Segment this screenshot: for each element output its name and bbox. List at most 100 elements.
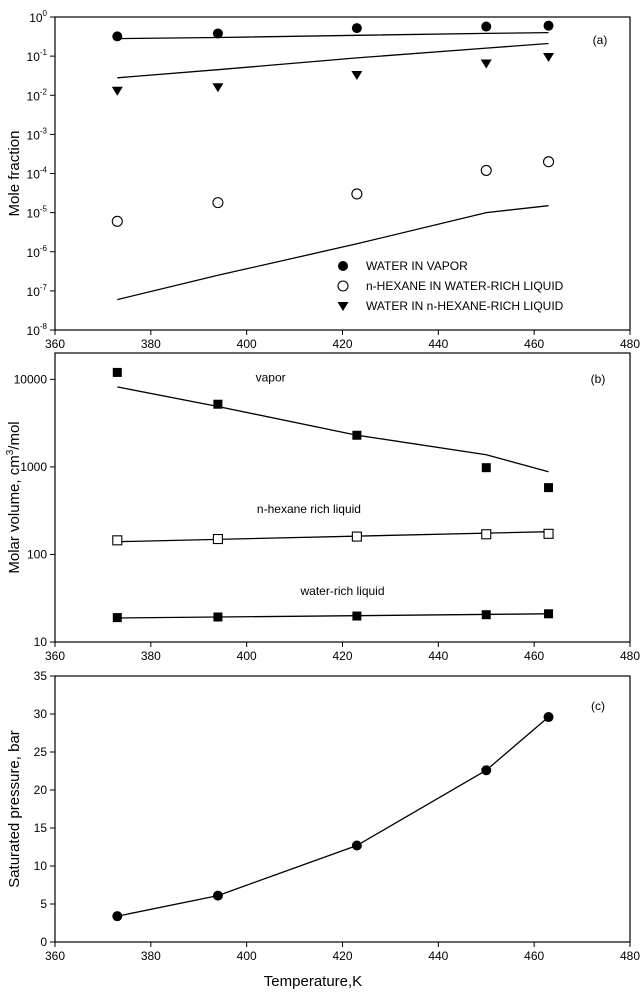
data-point xyxy=(212,890,223,901)
legend-entry: WATER IN n-HEXANE-RICH LIQUID xyxy=(366,299,564,313)
y-tick-label: 100 xyxy=(27,547,47,561)
x-tick-label: 460 xyxy=(524,337,544,351)
y-tick-label: 10 xyxy=(34,859,48,873)
data-point xyxy=(481,765,492,776)
data-point xyxy=(481,463,491,473)
panel-label: (b) xyxy=(591,372,606,386)
x-tick-label: 360 xyxy=(45,649,65,663)
x-tick-label: 380 xyxy=(141,949,161,963)
x-tick-label: 360 xyxy=(45,337,65,351)
legend-marker xyxy=(337,280,349,292)
data-point xyxy=(543,20,554,31)
data-point xyxy=(212,533,223,545)
legend-marker xyxy=(338,261,348,271)
data-point xyxy=(112,613,122,623)
data-point xyxy=(112,31,123,42)
panel-b-molar-volume: 360 380 400 420 440 460 480 10 100 1000 10000 Molar… xyxy=(5,352,640,663)
panel-c-saturated-pressure: 360 380 400 420 440 460 480 0 5 10 15 20 25 30 35 Satur… xyxy=(6,669,640,963)
y-tick-label: 10-2 xyxy=(27,87,48,103)
y-tick-label: 100 xyxy=(29,9,47,25)
data-point xyxy=(481,21,492,32)
series-annotation: water-rich liquid xyxy=(299,584,384,598)
x-tick-label: 380 xyxy=(141,649,161,663)
data-point xyxy=(112,535,123,546)
series-line xyxy=(117,386,549,473)
x-tick-label: 440 xyxy=(428,337,448,351)
y-tick-label: 10-5 xyxy=(27,205,48,221)
series-line xyxy=(117,31,549,40)
data-point xyxy=(352,430,362,440)
panel-a-mole-fraction: 360 380 400 420 440 460 480 100 10-1 10-2 10-3 10-4… xyxy=(6,9,640,351)
x-tick-label: 480 xyxy=(620,337,640,351)
x-tick-label: 480 xyxy=(620,649,640,663)
data-point xyxy=(351,188,363,200)
y-tick-label: 5 xyxy=(40,897,47,911)
legend-marker xyxy=(337,302,349,311)
data-point xyxy=(213,399,223,409)
data-point xyxy=(351,70,363,80)
y-tick-label: 0 xyxy=(40,935,47,949)
data-point xyxy=(212,28,223,39)
series-annotation: n-hexane rich liquid xyxy=(257,502,361,516)
y-tick-label: 30 xyxy=(34,707,48,721)
x-tick-label: 400 xyxy=(237,337,257,351)
data-point xyxy=(543,52,555,62)
series-line xyxy=(117,42,549,79)
series-line xyxy=(117,716,549,917)
y-tick-label: 10-4 xyxy=(27,166,48,182)
y-axis-title: Saturated pressure, bar xyxy=(6,730,23,888)
series-annotation: vapor xyxy=(256,370,286,384)
y-tick-label: 10-8 xyxy=(27,322,48,338)
panel-label: (c) xyxy=(591,699,605,713)
y-tick-label: 10-3 xyxy=(27,126,48,142)
data-point xyxy=(544,609,554,619)
data-point xyxy=(351,840,362,851)
y-axis-title: Mole fraction xyxy=(6,131,23,217)
y-tick-label: 25 xyxy=(34,745,48,759)
data-point xyxy=(212,197,224,209)
legend-entry: WATER IN VAPOR xyxy=(366,259,468,273)
x-tick-label: 460 xyxy=(524,649,544,663)
y-tick-label: 10-1 xyxy=(27,48,48,64)
x-tick-label: 360 xyxy=(45,949,65,963)
data-point xyxy=(480,59,492,69)
series-line xyxy=(117,613,549,619)
data-point xyxy=(212,83,224,93)
y-tick-label: 10000 xyxy=(14,372,48,386)
x-tick-label: 460 xyxy=(524,949,544,963)
data-point xyxy=(213,612,223,622)
data-point xyxy=(542,156,555,168)
x-tick-label: 400 xyxy=(237,649,257,663)
series-line xyxy=(117,531,549,543)
y-tick-label: 15 xyxy=(34,821,48,835)
y-axis-title: Molar volume, cm3/mol xyxy=(5,421,23,573)
y-tick-label: 35 xyxy=(34,669,48,683)
data-point xyxy=(351,531,362,542)
legend-entry: n-HEXANE IN WATER-RICH LIQUID xyxy=(366,279,564,293)
data-point xyxy=(481,529,492,540)
series-line xyxy=(117,205,549,301)
x-tick-label: 400 xyxy=(237,949,257,963)
data-point xyxy=(544,483,554,493)
y-tick-label: 10-7 xyxy=(27,283,48,299)
y-tick-label: 20 xyxy=(34,783,48,797)
data-point xyxy=(480,164,492,176)
data-point xyxy=(481,610,491,620)
data-point xyxy=(112,911,123,922)
x-tick-label: 380 xyxy=(141,337,161,351)
y-tick-label: 10-6 xyxy=(27,244,48,260)
data-point xyxy=(351,23,362,34)
x-tick-label: 480 xyxy=(620,949,640,963)
y-tick-label: 10 xyxy=(34,635,48,649)
x-axis-title: Temperature,K xyxy=(264,973,362,990)
y-tick-label: 1000 xyxy=(20,460,47,474)
panel-label: (a) xyxy=(593,33,608,47)
data-point xyxy=(111,215,123,227)
data-point xyxy=(543,712,554,723)
data-point xyxy=(111,86,123,96)
x-tick-label: 420 xyxy=(332,649,352,663)
x-tick-label: 420 xyxy=(332,949,352,963)
data-point xyxy=(352,611,362,621)
plot-frame xyxy=(54,352,631,643)
